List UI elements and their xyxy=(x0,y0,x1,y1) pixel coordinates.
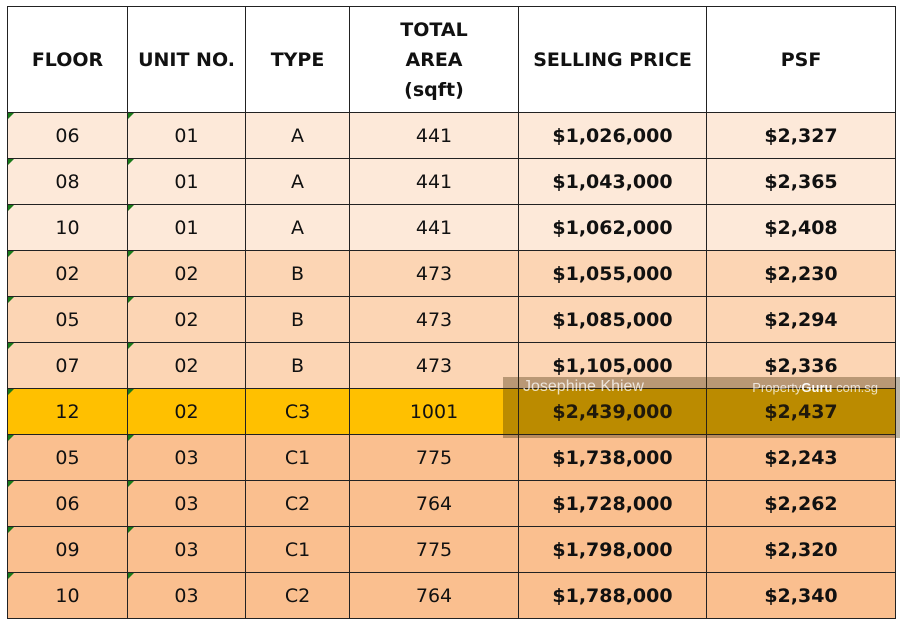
cell-floor: 02 xyxy=(7,250,128,297)
watermark-name: Josephine Khiew xyxy=(523,378,644,395)
logo-text-c: com.sg xyxy=(836,380,878,395)
cell-type: B xyxy=(245,250,350,297)
cell-type: B xyxy=(245,342,350,389)
cell-price: $1,798,000 xyxy=(518,526,707,573)
propertyguru-logo: PropertyGuru com.sg xyxy=(752,380,878,395)
cell-unit: 02 xyxy=(127,388,246,435)
cell-floor: 09 xyxy=(7,526,128,573)
cell-price: $1,055,000 xyxy=(518,250,707,297)
cell-area: 775 xyxy=(349,526,519,573)
cell-type: C2 xyxy=(245,572,350,619)
table-row: 10 03 C2 764 $1,788,000 $2,340 xyxy=(7,572,896,619)
cell-area: 473 xyxy=(349,250,519,297)
cell-type: A xyxy=(245,204,350,251)
cell-psf: $2,327 xyxy=(706,112,896,159)
header-type: TYPE xyxy=(245,6,350,113)
cell-psf: $2,294 xyxy=(706,296,896,343)
cell-price: $1,062,000 xyxy=(518,204,707,251)
cell-floor: 06 xyxy=(7,480,128,527)
cell-unit: 03 xyxy=(127,434,246,481)
cell-psf: $2,262 xyxy=(706,480,896,527)
cell-price: $1,105,000 xyxy=(518,342,707,389)
table-row: 07 02 B 473 $1,105,000 $2,336 xyxy=(7,342,896,389)
header-psf: PSF xyxy=(706,6,896,113)
table-row: 06 03 C2 764 $1,728,000 $2,262 xyxy=(7,480,896,527)
cell-floor: 07 xyxy=(7,342,128,389)
table-row: 10 01 A 441 $1,062,000 $2,408 xyxy=(7,204,896,251)
table-row: 08 01 A 441 $1,043,000 $2,365 xyxy=(7,158,896,205)
cell-psf: $2,340 xyxy=(706,572,896,619)
cell-area: 441 xyxy=(349,158,519,205)
cell-floor: 05 xyxy=(7,434,128,481)
cell-area: 473 xyxy=(349,342,519,389)
cell-price: $1,728,000 xyxy=(518,480,707,527)
header-row: FLOOR UNIT NO. TYPE TOTAL AREA (sqft) SE… xyxy=(7,6,896,113)
cell-price: $1,043,000 xyxy=(518,158,707,205)
cell-area: 441 xyxy=(349,112,519,159)
cell-psf: $2,336 xyxy=(706,342,896,389)
cell-psf: $2,437 xyxy=(706,388,896,435)
cell-psf: $2,408 xyxy=(706,204,896,251)
cell-unit: 01 xyxy=(127,204,246,251)
cell-type: C1 xyxy=(245,526,350,573)
cell-psf: $2,320 xyxy=(706,526,896,573)
header-price: SELLING PRICE xyxy=(518,6,707,113)
cell-price: $1,788,000 xyxy=(518,572,707,619)
cell-area: 775 xyxy=(349,434,519,481)
cell-unit: 01 xyxy=(127,158,246,205)
cell-floor: 10 xyxy=(7,572,128,619)
cell-area: 1001 xyxy=(349,388,519,435)
cell-floor: 12 xyxy=(7,388,128,435)
logo-text-a: Property xyxy=(752,380,802,395)
cell-price: $1,026,000 xyxy=(518,112,707,159)
cell-unit: 03 xyxy=(127,526,246,573)
cell-unit: 02 xyxy=(127,342,246,389)
table-row: 05 03 C1 775 $1,738,000 $2,243 xyxy=(7,434,896,481)
cell-area: 473 xyxy=(349,296,519,343)
cell-unit: 02 xyxy=(127,250,246,297)
cell-area: 441 xyxy=(349,204,519,251)
cell-type: B xyxy=(245,296,350,343)
cell-floor: 05 xyxy=(7,296,128,343)
cell-unit: 02 xyxy=(127,296,246,343)
table-row: 02 02 B 473 $1,055,000 $2,230 xyxy=(7,250,896,297)
price-list-table: FLOOR UNIT NO. TYPE TOTAL AREA (sqft) SE… xyxy=(7,6,896,619)
header-floor: FLOOR xyxy=(7,6,128,113)
cell-floor: 10 xyxy=(7,204,128,251)
cell-psf: $2,365 xyxy=(706,158,896,205)
cell-area: 764 xyxy=(349,480,519,527)
cell-unit: 03 xyxy=(127,572,246,619)
table-row: 12 02 C3 1001 $2,439,000 $2,437 xyxy=(7,388,896,435)
cell-floor: 06 xyxy=(7,112,128,159)
cell-type: C1 xyxy=(245,434,350,481)
logo-text-b: Guru xyxy=(801,380,833,395)
table-row: 06 01 A 441 $1,026,000 $2,327 xyxy=(7,112,896,159)
cell-type: A xyxy=(245,112,350,159)
cell-floor: 08 xyxy=(7,158,128,205)
watermark-overlay: Josephine Khiew PropertyGuru com.sg xyxy=(503,377,900,438)
header-unit: UNIT NO. xyxy=(127,6,246,113)
cell-psf: $2,230 xyxy=(706,250,896,297)
cell-type: A xyxy=(245,158,350,205)
table-row: 09 03 C1 775 $1,798,000 $2,320 xyxy=(7,526,896,573)
cell-unit: 01 xyxy=(127,112,246,159)
cell-unit: 03 xyxy=(127,480,246,527)
cell-psf: $2,243 xyxy=(706,434,896,481)
cell-type: C3 xyxy=(245,388,350,435)
cell-price: $1,085,000 xyxy=(518,296,707,343)
cell-area: 764 xyxy=(349,572,519,619)
cell-price: $1,738,000 xyxy=(518,434,707,481)
cell-type: C2 xyxy=(245,480,350,527)
table-row: 05 02 B 473 $1,085,000 $2,294 xyxy=(7,296,896,343)
header-area: TOTAL AREA (sqft) xyxy=(349,6,519,113)
